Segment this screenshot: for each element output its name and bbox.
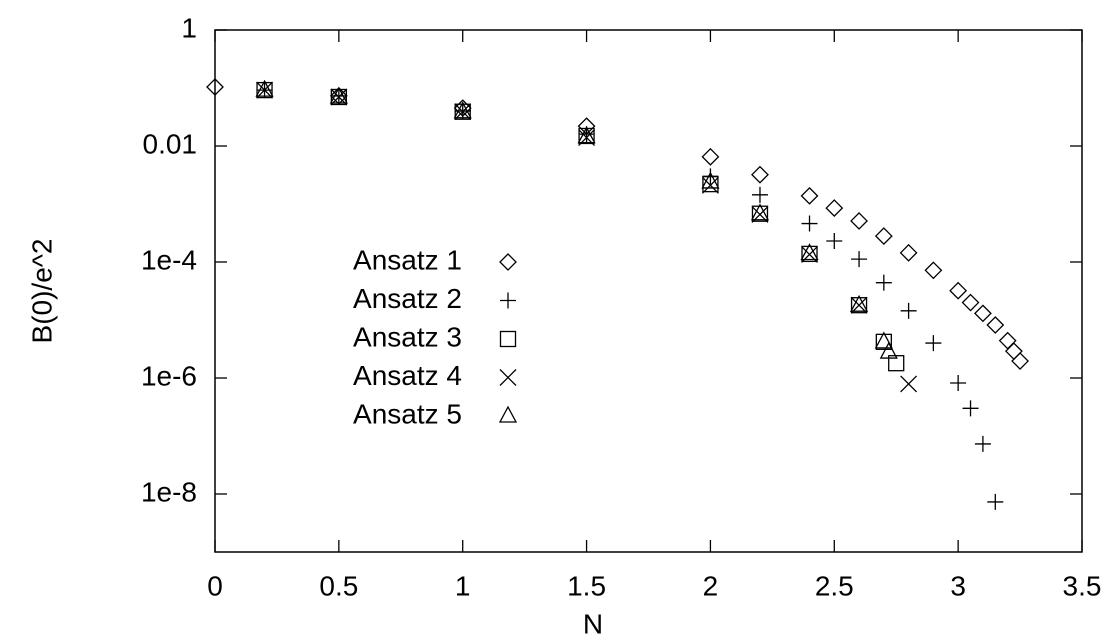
data-point <box>329 86 348 104</box>
data-point <box>801 215 818 232</box>
data-point <box>751 186 768 203</box>
legend-label: Ansatz 5 <box>353 398 462 429</box>
data-point <box>874 331 893 349</box>
data-point <box>987 493 1004 510</box>
y-tick-label: 1e-4 <box>141 244 197 275</box>
data-point <box>1011 352 1029 370</box>
data-point <box>850 297 868 314</box>
data-point <box>900 375 918 393</box>
data-point <box>924 261 943 280</box>
data-point <box>255 79 274 97</box>
legend-marker <box>499 253 517 271</box>
data-point <box>453 101 472 119</box>
data-point <box>701 176 719 194</box>
data-point <box>1004 342 1023 361</box>
x-tick-label: 1 <box>455 570 471 601</box>
legend-label: Ansatz 3 <box>353 321 462 352</box>
x-tick-label: 0 <box>207 570 223 601</box>
legend-label: Ansatz 2 <box>353 283 462 314</box>
data-point <box>800 243 819 261</box>
data-point <box>750 203 770 221</box>
x-tick-label: 0.5 <box>319 570 358 601</box>
data-point <box>879 341 898 359</box>
data-point <box>577 126 596 144</box>
x-tick-label: 3 <box>950 570 966 601</box>
data-point <box>702 175 719 193</box>
data-point <box>851 251 868 268</box>
data-point <box>256 81 274 99</box>
data-point <box>800 186 819 205</box>
data-point <box>701 147 720 166</box>
legend-marker <box>498 405 518 423</box>
data-point <box>875 333 892 351</box>
data-point <box>751 165 769 184</box>
data-point <box>454 103 471 120</box>
data-point <box>751 205 769 222</box>
legend-marker <box>499 330 517 348</box>
data-point <box>986 316 1005 334</box>
y-axis-label: B(0)/e^2 <box>26 239 57 344</box>
data-point <box>973 304 992 323</box>
data-point <box>875 274 892 291</box>
data-point <box>962 400 979 417</box>
data-point <box>454 103 472 121</box>
data-point <box>949 281 968 300</box>
data-point <box>900 302 917 319</box>
data-point <box>701 171 720 189</box>
data-point <box>874 227 893 245</box>
legend-marker <box>500 292 516 309</box>
data-point <box>825 199 844 218</box>
data-point <box>330 88 348 106</box>
legend-marker <box>499 369 517 386</box>
data-point <box>998 331 1017 350</box>
x-tick-label: 2.5 <box>815 570 854 601</box>
data-point <box>330 87 347 104</box>
data-point <box>850 296 868 314</box>
plot-frame <box>214 29 1083 553</box>
data-point <box>801 245 818 263</box>
data-point <box>899 243 918 262</box>
data-point <box>961 293 980 312</box>
x-axis-label: N <box>583 608 603 639</box>
data-point <box>826 233 843 250</box>
y-tick-label: 1e-8 <box>141 476 197 507</box>
data-point <box>950 374 967 391</box>
data-point <box>849 294 869 312</box>
x-tick-label: 1.5 <box>567 570 606 601</box>
data-point <box>925 335 942 352</box>
y-tick-label: 1e-6 <box>141 360 197 391</box>
legend-label: Ansatz 1 <box>353 244 462 275</box>
data-point <box>974 435 991 452</box>
y-tick-label: 1 <box>181 12 197 43</box>
data-point <box>330 88 348 106</box>
data-point <box>206 78 224 96</box>
x-tick-label: 2 <box>703 570 719 601</box>
data-point <box>850 212 868 230</box>
y-tick-label: 0.01 <box>143 128 198 159</box>
data-point <box>256 81 273 99</box>
x-tick-label: 3.5 <box>1063 570 1102 601</box>
legend-label: Ansatz 4 <box>353 360 462 391</box>
